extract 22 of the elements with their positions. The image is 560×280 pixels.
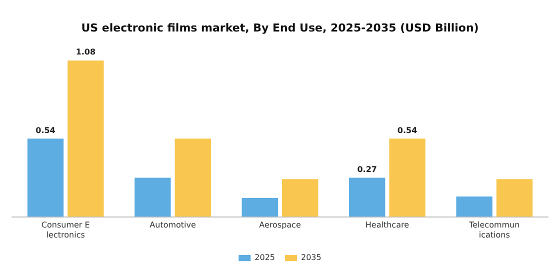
x-tick-label: Telecommunications [468, 220, 520, 240]
chart-title: US electronic films market, By End Use, 2025-2035 (USD Billion) [81, 21, 479, 34]
bar [496, 179, 533, 217]
bar [27, 138, 64, 217]
bar [174, 138, 211, 217]
data-label: 1.08 [76, 48, 96, 57]
bar [349, 178, 386, 217]
x-tick-label: Consumer Electronics [41, 220, 90, 240]
x-tick-label: Automotive [150, 220, 196, 230]
data-label: 0.54 [397, 126, 418, 135]
data-label: 0.54 [36, 126, 56, 135]
data-label: 0.27 [357, 164, 377, 174]
legend-label: 2025 [254, 253, 275, 262]
bar [282, 179, 318, 217]
x-tick-label: Aerospace [259, 220, 301, 230]
bar [68, 60, 104, 217]
bar [134, 178, 171, 217]
bar [389, 138, 426, 217]
x-tick-label: Healthcare [365, 220, 410, 230]
bar [456, 196, 492, 217]
bar [242, 198, 278, 217]
legend-label: 2035 [301, 253, 322, 262]
